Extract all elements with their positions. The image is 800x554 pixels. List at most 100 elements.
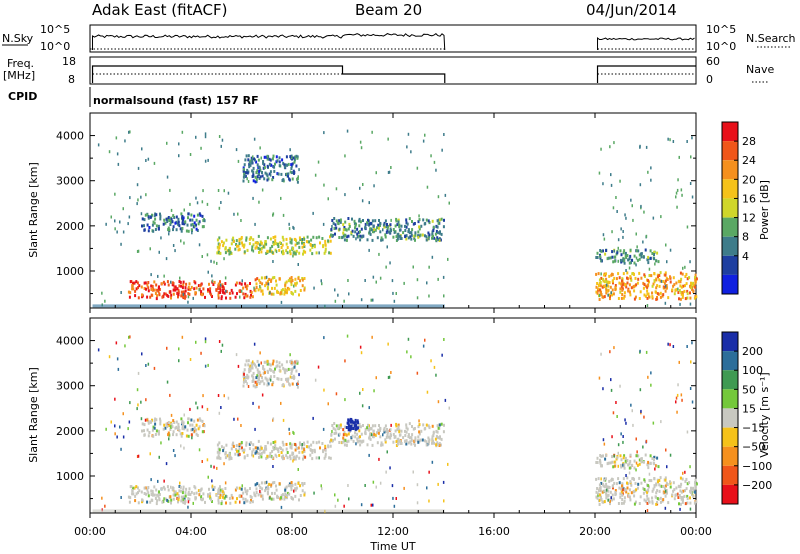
echo-cell bbox=[242, 374, 245, 378]
echo-cell bbox=[219, 490, 222, 494]
echo-cell bbox=[251, 245, 254, 249]
echo-cell bbox=[630, 278, 633, 282]
echo-cell bbox=[679, 280, 682, 284]
echo-cell bbox=[433, 441, 436, 445]
echo-cell bbox=[256, 446, 259, 450]
echo-cell bbox=[127, 290, 130, 294]
echo-cell bbox=[629, 480, 632, 484]
echo-cell bbox=[268, 482, 271, 486]
echo-cell bbox=[331, 430, 333, 433]
echo-cell bbox=[153, 161, 156, 165]
echo-cell bbox=[666, 260, 668, 264]
echo-cell bbox=[642, 255, 645, 259]
echo-cell bbox=[596, 291, 599, 295]
echo-cell bbox=[191, 231, 193, 235]
echo-cell bbox=[647, 484, 650, 488]
echo-cell bbox=[246, 376, 249, 380]
echo-cell bbox=[432, 439, 434, 443]
colorbar-swatch bbox=[722, 274, 738, 294]
echo-cell bbox=[405, 225, 408, 229]
echo-cell bbox=[252, 443, 255, 447]
echo-cell bbox=[285, 485, 288, 489]
echo-cell bbox=[651, 252, 654, 255]
echo-cell bbox=[299, 289, 302, 292]
echo-cell bbox=[348, 497, 350, 501]
echo-cell bbox=[303, 493, 306, 497]
echo-cell bbox=[189, 288, 192, 291]
echo-cell bbox=[610, 388, 613, 392]
echo-cell bbox=[254, 385, 257, 389]
echo-cell bbox=[617, 297, 620, 300]
echo-cell bbox=[665, 286, 668, 290]
echo-cell bbox=[615, 482, 618, 486]
echo-cell bbox=[182, 500, 185, 504]
echo-cell bbox=[243, 174, 246, 177]
echo-cell bbox=[295, 281, 298, 285]
echo-cell bbox=[165, 462, 168, 466]
echo-cell bbox=[407, 433, 410, 437]
echo-cell bbox=[271, 491, 273, 495]
echo-cell bbox=[143, 218, 146, 222]
echo-cell bbox=[657, 465, 660, 469]
echo-cell bbox=[240, 424, 242, 427]
echo-cell bbox=[404, 434, 407, 437]
echo-cell bbox=[256, 368, 259, 372]
echo-cell bbox=[252, 371, 255, 375]
echo-cell bbox=[354, 224, 357, 228]
echo-cell bbox=[238, 486, 241, 490]
echo-cell bbox=[447, 462, 449, 466]
echo-cell bbox=[256, 277, 259, 281]
echo-cell bbox=[642, 491, 645, 495]
echo-cell bbox=[178, 142, 180, 146]
echo-cell bbox=[249, 159, 252, 163]
echo-cell bbox=[643, 283, 646, 286]
echo-cell bbox=[344, 233, 347, 237]
echo-cell bbox=[656, 296, 658, 299]
echo-cell bbox=[654, 467, 656, 471]
echo-cell bbox=[639, 388, 642, 392]
echo-cell bbox=[244, 490, 247, 494]
echo-cell bbox=[161, 295, 164, 299]
echo-cell bbox=[252, 155, 254, 159]
echo-cell bbox=[338, 424, 341, 428]
echo-cell bbox=[114, 432, 116, 436]
echo-cell bbox=[389, 428, 392, 432]
echo-cell bbox=[635, 232, 637, 236]
echo-cell bbox=[624, 251, 627, 255]
echo-cell bbox=[622, 456, 625, 460]
echo-cell bbox=[342, 231, 345, 235]
echo-cell bbox=[615, 196, 617, 199]
power-ylabel: Slant Range [km] bbox=[27, 162, 40, 258]
echo-cell bbox=[437, 442, 440, 446]
echo-cell bbox=[302, 252, 304, 256]
echo-cell bbox=[622, 251, 625, 255]
echo-cell bbox=[293, 365, 296, 369]
echo-cell bbox=[275, 488, 278, 492]
echo-cell bbox=[242, 286, 245, 290]
echo-cell bbox=[154, 217, 157, 221]
echo-cell bbox=[277, 377, 280, 381]
echo-cell bbox=[448, 406, 450, 410]
echo-cell bbox=[675, 400, 677, 404]
echo-cell bbox=[361, 439, 364, 443]
echo-cell bbox=[134, 289, 137, 293]
echo-cell bbox=[196, 213, 199, 217]
echo-cell bbox=[360, 503, 363, 507]
echo-cell bbox=[266, 359, 269, 363]
echo-cell bbox=[184, 296, 186, 300]
echo-cell bbox=[617, 464, 619, 468]
echo-cell bbox=[250, 161, 253, 165]
echo-cell bbox=[249, 163, 252, 167]
echo-cell bbox=[410, 436, 413, 440]
echo-cell bbox=[692, 489, 695, 493]
echo-cell bbox=[328, 251, 331, 255]
echo-cell bbox=[145, 287, 147, 291]
colorbar-swatch bbox=[722, 179, 738, 199]
echo-cell bbox=[261, 289, 264, 293]
echo-cell bbox=[286, 286, 289, 290]
echo-cell bbox=[156, 294, 159, 298]
echo-cell bbox=[150, 489, 153, 493]
echo-cell bbox=[187, 417, 190, 421]
echo-cell bbox=[147, 362, 150, 366]
echo-cell bbox=[648, 295, 650, 299]
